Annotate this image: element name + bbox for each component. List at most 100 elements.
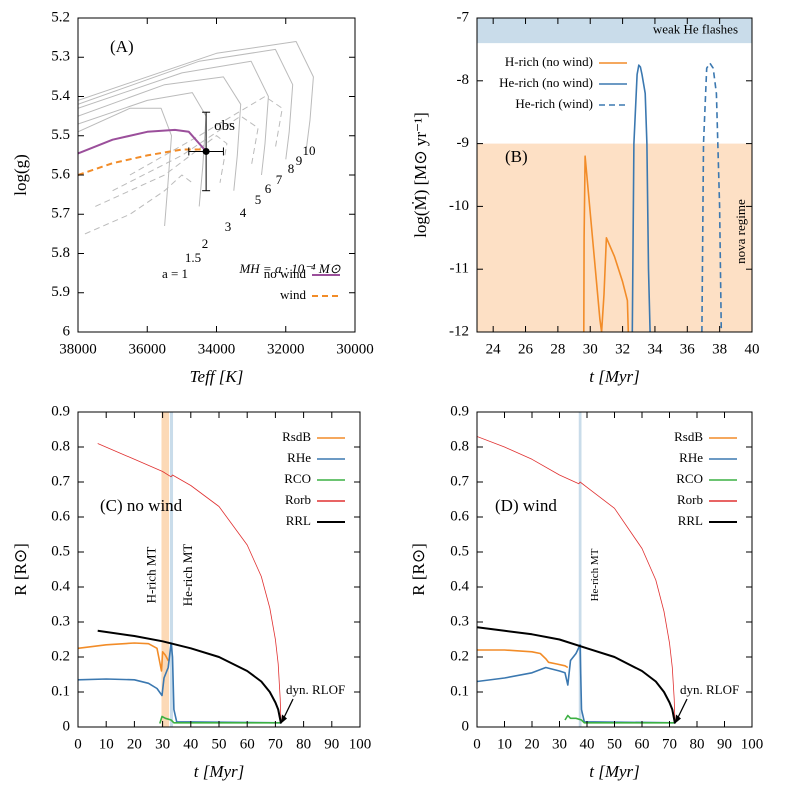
x-tick-label: 24 (486, 341, 502, 357)
series-line (78, 642, 170, 672)
x-tick-label: 38000 (59, 341, 97, 357)
annotation: 4 (240, 205, 247, 220)
series-line (477, 626, 676, 724)
track-line (78, 76, 242, 191)
x-tick-label: 36000 (129, 341, 167, 357)
legend-label: wind (280, 287, 307, 302)
span (161, 412, 170, 727)
y-tick-label: 0.8 (51, 438, 70, 454)
x-tick-label: 60 (240, 736, 255, 752)
y-tick-label: 5.5 (51, 127, 70, 143)
panel-label: (A) (110, 37, 134, 56)
arrow (282, 698, 294, 720)
x-tick-label: 32000 (267, 341, 305, 357)
legend-label: RRL (678, 513, 703, 528)
y-tick-label: 0.5 (51, 543, 70, 559)
plot-area (78, 41, 314, 235)
y-tick-label: 5.8 (51, 245, 70, 261)
x-tick-label: 90 (717, 736, 732, 752)
plot-area (477, 412, 676, 727)
y-tick-label: 5.6 (51, 166, 70, 182)
y-axis-label: log(g) (11, 154, 30, 196)
x-tick-label: 40 (745, 341, 760, 357)
y-tick-label: 0.2 (450, 648, 469, 664)
y-tick-label: 0 (63, 718, 71, 734)
x-tick-label: 50 (607, 736, 622, 752)
y-tick-label: 0.5 (450, 543, 469, 559)
annotation: 2 (202, 236, 209, 251)
x-tick-label: 80 (296, 736, 311, 752)
y-tick-label: 0.3 (51, 613, 70, 629)
y-tick-label: 0.1 (51, 683, 70, 699)
annotation: 1.5 (185, 250, 201, 265)
track-line (78, 41, 314, 148)
span-label: He-rich MT (180, 544, 195, 607)
x-axis-label: Teff [K] (190, 367, 244, 386)
frame (77, 17, 356, 333)
band-label: nova regime (733, 199, 748, 264)
x-tick-label: 38 (712, 341, 727, 357)
y-tick-label: -7 (457, 9, 470, 25)
legend-label: H-rich (no wind) (505, 54, 593, 69)
y-axis-label: R [R⊙] (409, 543, 428, 596)
series-line (97, 443, 282, 724)
x-tick-label: 70 (268, 736, 283, 752)
annotation: a = 1 (162, 266, 188, 281)
arrow-head (281, 714, 288, 724)
x-axis-label: t [Myr] (589, 367, 640, 386)
x-tick-label: 30 (583, 341, 598, 357)
y-tick-label: 0.9 (51, 403, 70, 419)
x-tick-label: 100 (349, 736, 372, 752)
panel-label: (C) no wind (100, 496, 183, 515)
annotation: dyn. RLOF (286, 682, 345, 697)
y-tick-label: 5.9 (51, 284, 70, 300)
y-tick-label: 0.7 (450, 473, 469, 489)
legend-label: Rorb (677, 492, 703, 507)
y-tick-label: 0.1 (450, 683, 469, 699)
x-tick-label: 10 (497, 736, 512, 752)
series-line (477, 436, 676, 724)
x-tick-label: 100 (741, 736, 764, 752)
series-line (78, 128, 207, 155)
y-axis-label: R [R⊙] (11, 543, 30, 596)
x-tick-label: 30 (155, 736, 170, 752)
x-tick-label: 28 (550, 341, 565, 357)
y-tick-label: 0.6 (450, 508, 469, 524)
y-tick-label: 5.7 (51, 206, 70, 222)
legend-label: RsdB (282, 429, 311, 444)
x-tick-label: 70 (662, 736, 677, 752)
annotation: 10 (303, 143, 316, 158)
y-tick-label: 0.7 (51, 473, 70, 489)
x-tick-label: 26 (518, 341, 534, 357)
y-tick-label: 5.2 (51, 9, 70, 25)
series-line (477, 644, 676, 724)
x-tick-label: 50 (212, 736, 227, 752)
x-tick-label: 10 (99, 736, 114, 752)
x-tick-label: 34 (647, 341, 663, 357)
legend-label: no wind (264, 266, 307, 281)
track-line (84, 174, 193, 235)
x-tick-label: 80 (690, 736, 705, 752)
x-tick-label: 40 (183, 736, 198, 752)
series-line (583, 155, 630, 332)
panel-label: (D) wind (495, 496, 557, 515)
y-tick-label: 0.4 (51, 578, 70, 594)
series-line (78, 642, 282, 724)
y-tick-label: 0.8 (450, 438, 469, 454)
y-tick-label: 0.6 (51, 508, 70, 524)
legend-label: RCO (284, 471, 311, 486)
annotation: 5 (255, 192, 262, 207)
arrow (676, 698, 688, 720)
plot-area (477, 18, 752, 332)
x-tick-label: 30000 (336, 341, 374, 357)
x-tick-label: 34000 (198, 341, 236, 357)
y-tick-label: -9 (457, 135, 470, 151)
series-line (477, 649, 569, 669)
x-tick-label: 90 (324, 736, 339, 752)
x-tick-label: 20 (525, 736, 540, 752)
y-tick-label: 0.9 (450, 403, 469, 419)
span (169, 412, 174, 727)
x-tick-label: 20 (127, 736, 142, 752)
series-line (631, 64, 651, 332)
